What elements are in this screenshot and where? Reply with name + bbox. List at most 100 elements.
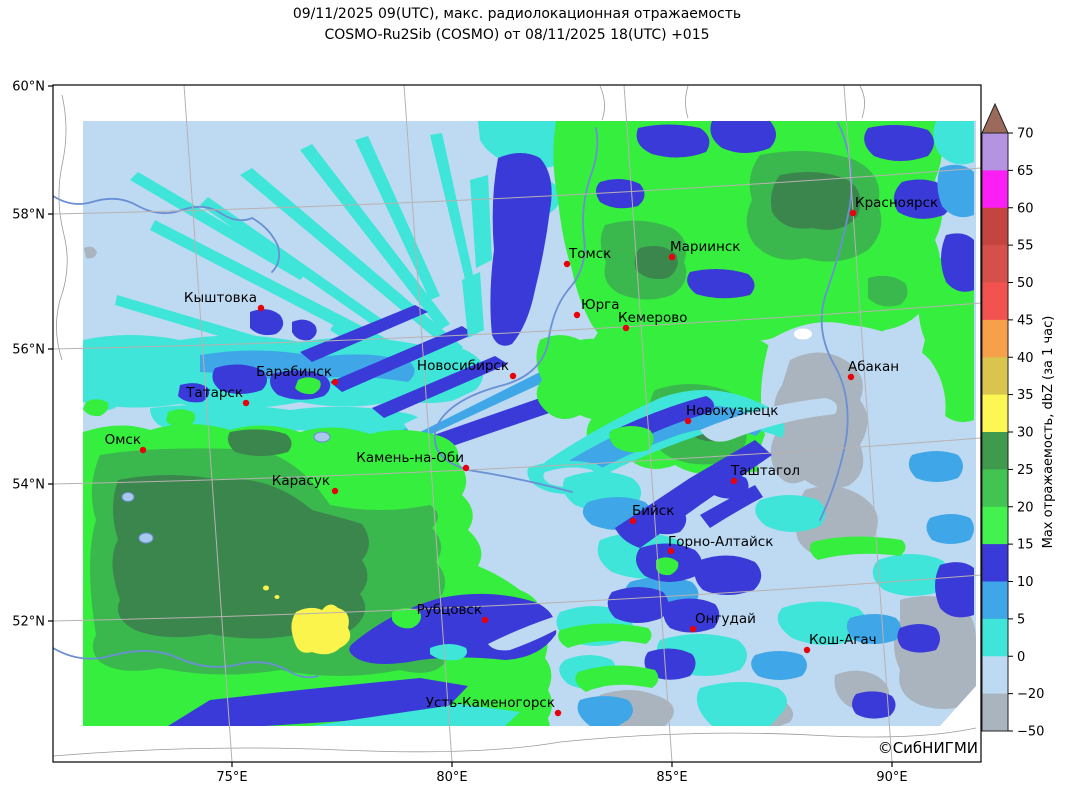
city-marker: Кыштовка [184,290,265,312]
lake [313,431,331,443]
reflectivity-region-cyan [872,554,951,596]
city-dot [847,373,855,381]
reflectivity-region-blue [212,364,267,394]
reflectivity-region-blue [709,474,749,499]
colorbar-band [982,544,1008,582]
graticule-meridian [623,85,673,762]
city-dot [668,253,676,261]
reflectivity-region-blue [300,305,428,362]
city-marker: Камень-на-Оби [356,450,470,472]
colorbar-band [982,319,1008,358]
city-label: Красноярск [855,195,938,211]
city-label: Камень-на-Оби [356,450,464,466]
city-marker: Барабинск [256,364,339,386]
admin-border-line [56,94,68,361]
reflectivity-region-green1 [558,623,652,648]
city-dot [554,709,562,717]
city-dot [139,446,147,454]
city-marker: Кемерово [618,310,687,332]
reflectivity-region-blue [330,326,474,392]
colorbar-tick-label: 45 [1017,313,1034,328]
graticule-parallel [53,302,981,350]
city-label: Горно-Алтайск [668,534,773,550]
colorbar-tick-label: 55 [1017,239,1034,254]
reflectivity-region-blue [897,624,940,653]
reflectivity-region-cyan [933,121,974,165]
map-frame [52,84,982,763]
reflectivity-region-skyblue [577,696,633,726]
reflectivity-region-cyan [462,272,484,338]
city-marker: Рубцовск [417,602,489,624]
city-marker: Омск [105,432,147,454]
reflectivity-region-white [940,686,976,726]
city-marker: Новокузнецк [684,403,778,425]
reflectivity-region-green1 [810,536,906,560]
reflectivity-region-blue [372,356,508,418]
city-dot [481,616,489,624]
city-marker: Томск [563,246,611,268]
graticule-meridian [183,85,233,762]
colorbar-band [982,656,1008,695]
river-line [53,647,319,679]
reflectivity-region-green3 [634,246,678,279]
colorbar-tick-label: 30 [1017,426,1034,441]
colorbar-tick-label: 65 [1017,164,1034,179]
reflectivity-region-blue [178,383,210,403]
reflectivity-region-cyan [200,197,386,330]
reflectivity-region-cyan [696,682,788,726]
city-label: Усть-Каменогорск [426,695,555,711]
city-dot [331,378,339,386]
admin-border-line [599,85,605,121]
colorbar-band [982,581,1008,620]
reflectivity-region-gray [84,246,97,259]
graticule-layer [53,85,981,762]
colorbar-tick-label: 50 [1017,276,1034,291]
reflectivity-region-skyblue [846,614,901,644]
colorbar-tick-label: 10 [1017,575,1034,590]
lon-tick-label: 80°E [436,770,467,785]
reflectivity-region-blue [250,309,284,336]
rivers-layer [53,122,853,679]
city-label: Омск [105,432,141,448]
city-marker: Татарск [185,385,250,407]
reflectivity-region-blue [941,233,974,292]
city-dot [509,372,517,380]
reflectivity-region-blue [596,178,645,209]
reflectivity-region-cyan [755,495,826,532]
graticule-meridian [843,85,893,762]
reflectivity-region-lightblue [700,398,838,442]
city-marker: Бийск [629,503,674,525]
lat-tick-label: 58°N [12,208,45,223]
colorbar-tick-label: 0 [1017,650,1025,665]
lat-tick-label: 54°N [12,478,45,493]
city-label: Бийск [632,503,674,519]
city-marker: Юрга [573,297,620,319]
city-label: Таштагол [730,463,800,479]
city-dot [563,260,571,268]
reflectivity-region-skyblue [937,164,974,218]
city-marker: Абакан [847,359,899,381]
reflectivity-region-cyan [310,704,520,726]
reflectivity-region-green2 [868,275,908,307]
admin-border-line [53,727,977,757]
colorbar-band [982,432,1008,470]
reflectivity-region-blue [607,587,669,623]
reflectivity-region-skyblue [751,651,807,680]
reflectivity-region-blue [687,268,755,299]
reflectivity-region-white [794,328,812,340]
axis-layer: 60°N 58°N 56°N 54°N 52°N 75°E 80°E 85°E 90°E [12,80,907,786]
city-dot [629,517,637,525]
city-label: Томск [568,246,611,262]
reflectivity-region-green1 [536,335,623,420]
colorbar-band [982,245,1008,283]
river-line [819,122,853,521]
colorbar-title: Мах отражаемость, dbZ (за 1 час) [1041,316,1056,549]
lon-tick-label: 85°E [656,770,687,785]
city-marker: Мариинск [668,239,740,261]
reflectivity-region-blue [864,124,934,161]
colorbar-tick-label: 40 [1017,351,1034,366]
city-label: Абакан [848,359,899,375]
river-line [433,127,599,493]
city-dot [331,487,339,495]
